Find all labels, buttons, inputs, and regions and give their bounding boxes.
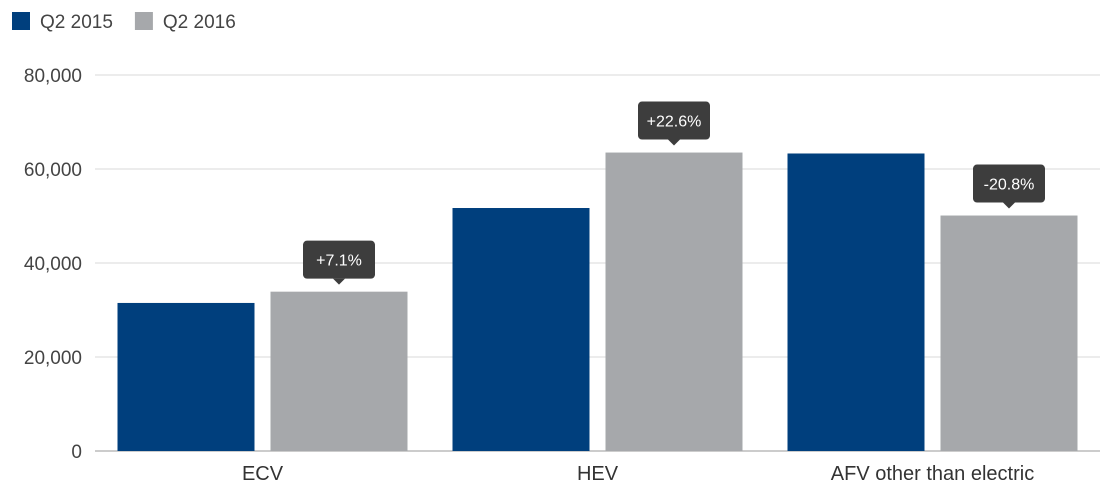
bar-q2-2016	[605, 152, 743, 452]
bar-q2-2015	[452, 208, 590, 451]
callout-label: +7.1%	[316, 253, 362, 270]
change-callout: +22.6%	[638, 101, 710, 146]
category-label: AFV other than electric	[831, 463, 1034, 485]
callout-pointer	[668, 139, 680, 146]
y-tick-label: 80,000	[24, 66, 82, 87]
y-tick-label: 40,000	[24, 254, 82, 275]
category-label: ECV	[242, 463, 284, 485]
y-tick-label: 20,000	[24, 348, 82, 369]
x-axis: ECV HEV AFV other than electric	[242, 463, 1034, 485]
change-callout: -20.8%	[973, 164, 1045, 209]
bar-q2-2016	[270, 291, 408, 451]
callout-label: -20.8%	[984, 177, 1035, 194]
legend-swatch	[134, 12, 153, 30]
legend: Q2 2015 Q2 2016	[12, 12, 236, 33]
bar-q2-2015	[117, 302, 255, 451]
change-callout: +7.1%	[303, 240, 375, 285]
callout-box	[303, 240, 375, 279]
bars	[117, 152, 1078, 452]
bar-q2-2016	[940, 215, 1078, 451]
change-callouts: +7.1% +22.6% -20.8%	[303, 101, 1045, 285]
callout-box	[638, 101, 710, 140]
bar-q2-2015	[787, 153, 925, 452]
callout-label: +22.6%	[647, 114, 702, 131]
y-tick-label: 0	[71, 442, 82, 463]
y-axis: 0 20,000 40,000 60,000 80,000	[24, 66, 1100, 463]
legend-label: Q2 2015	[40, 12, 113, 33]
legend-swatch	[12, 12, 30, 30]
callout-box	[973, 164, 1045, 203]
legend-label: Q2 2016	[163, 12, 236, 33]
y-tick-label: 60,000	[24, 160, 82, 181]
callout-pointer	[1003, 202, 1015, 209]
category-label: HEV	[577, 463, 619, 485]
gridlines	[95, 74, 1100, 358]
callout-pointer	[333, 278, 345, 285]
